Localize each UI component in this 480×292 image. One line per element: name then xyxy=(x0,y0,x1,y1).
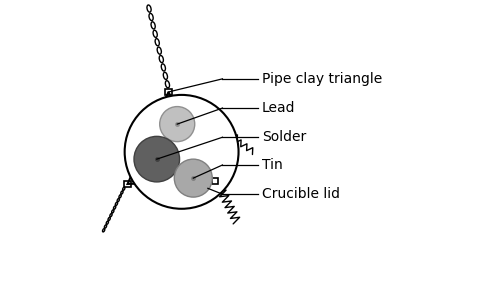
Circle shape xyxy=(160,107,195,142)
Bar xyxy=(212,178,218,184)
Circle shape xyxy=(174,159,212,197)
Circle shape xyxy=(134,136,180,182)
Text: Lead: Lead xyxy=(262,101,295,115)
Text: Solder: Solder xyxy=(262,130,306,144)
Text: Pipe clay triangle: Pipe clay triangle xyxy=(262,72,382,86)
Text: Crucible lid: Crucible lid xyxy=(262,187,340,201)
Text: Tin: Tin xyxy=(262,158,283,172)
Bar xyxy=(124,181,131,187)
Circle shape xyxy=(125,95,239,209)
Bar xyxy=(165,89,172,95)
